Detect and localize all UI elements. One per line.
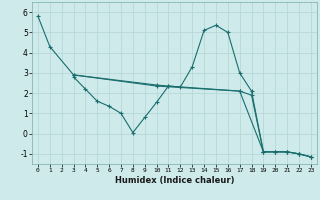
X-axis label: Humidex (Indice chaleur): Humidex (Indice chaleur) bbox=[115, 176, 234, 185]
